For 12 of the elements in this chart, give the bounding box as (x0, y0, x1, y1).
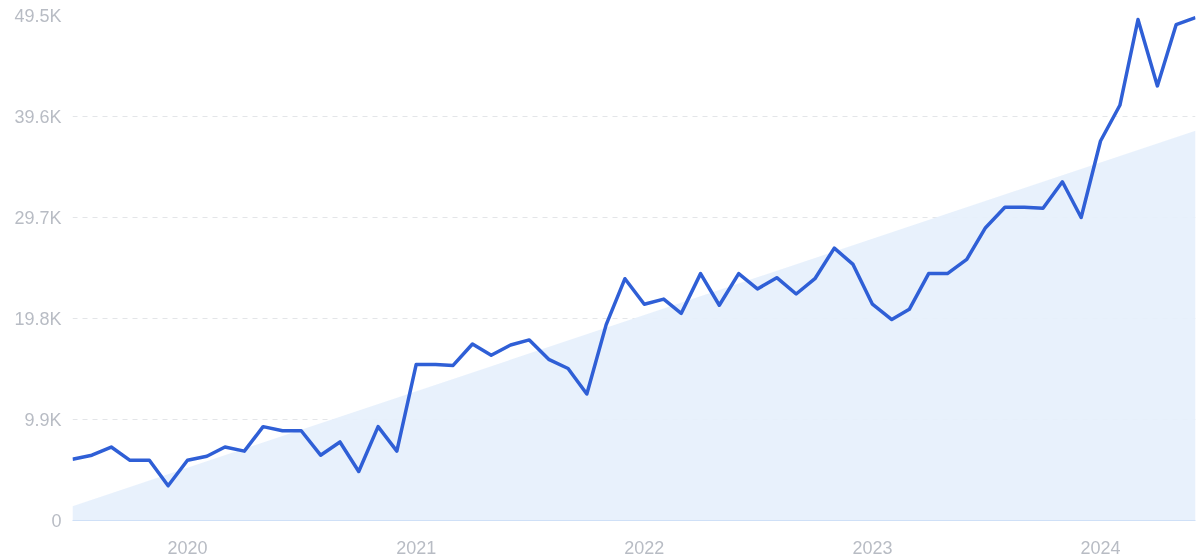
y-tick-label: 49.5K (14, 5, 62, 26)
x-tick-label: 2024 (1080, 537, 1121, 558)
y-tick-label: 29.7K (14, 207, 62, 228)
y-tick-label: 19.8K (14, 308, 62, 329)
line-series (72, 15, 1196, 488)
y-tick-label: 9.9K (24, 409, 62, 430)
x-tick-label: 2021 (396, 537, 437, 558)
x-tick-label: 2020 (167, 537, 208, 558)
y-tick-label: 39.6K (14, 106, 62, 127)
y-tick-label: 0 (51, 510, 62, 531)
x-tick-label: 2022 (624, 537, 665, 558)
x-tick-label: 2023 (852, 537, 893, 558)
